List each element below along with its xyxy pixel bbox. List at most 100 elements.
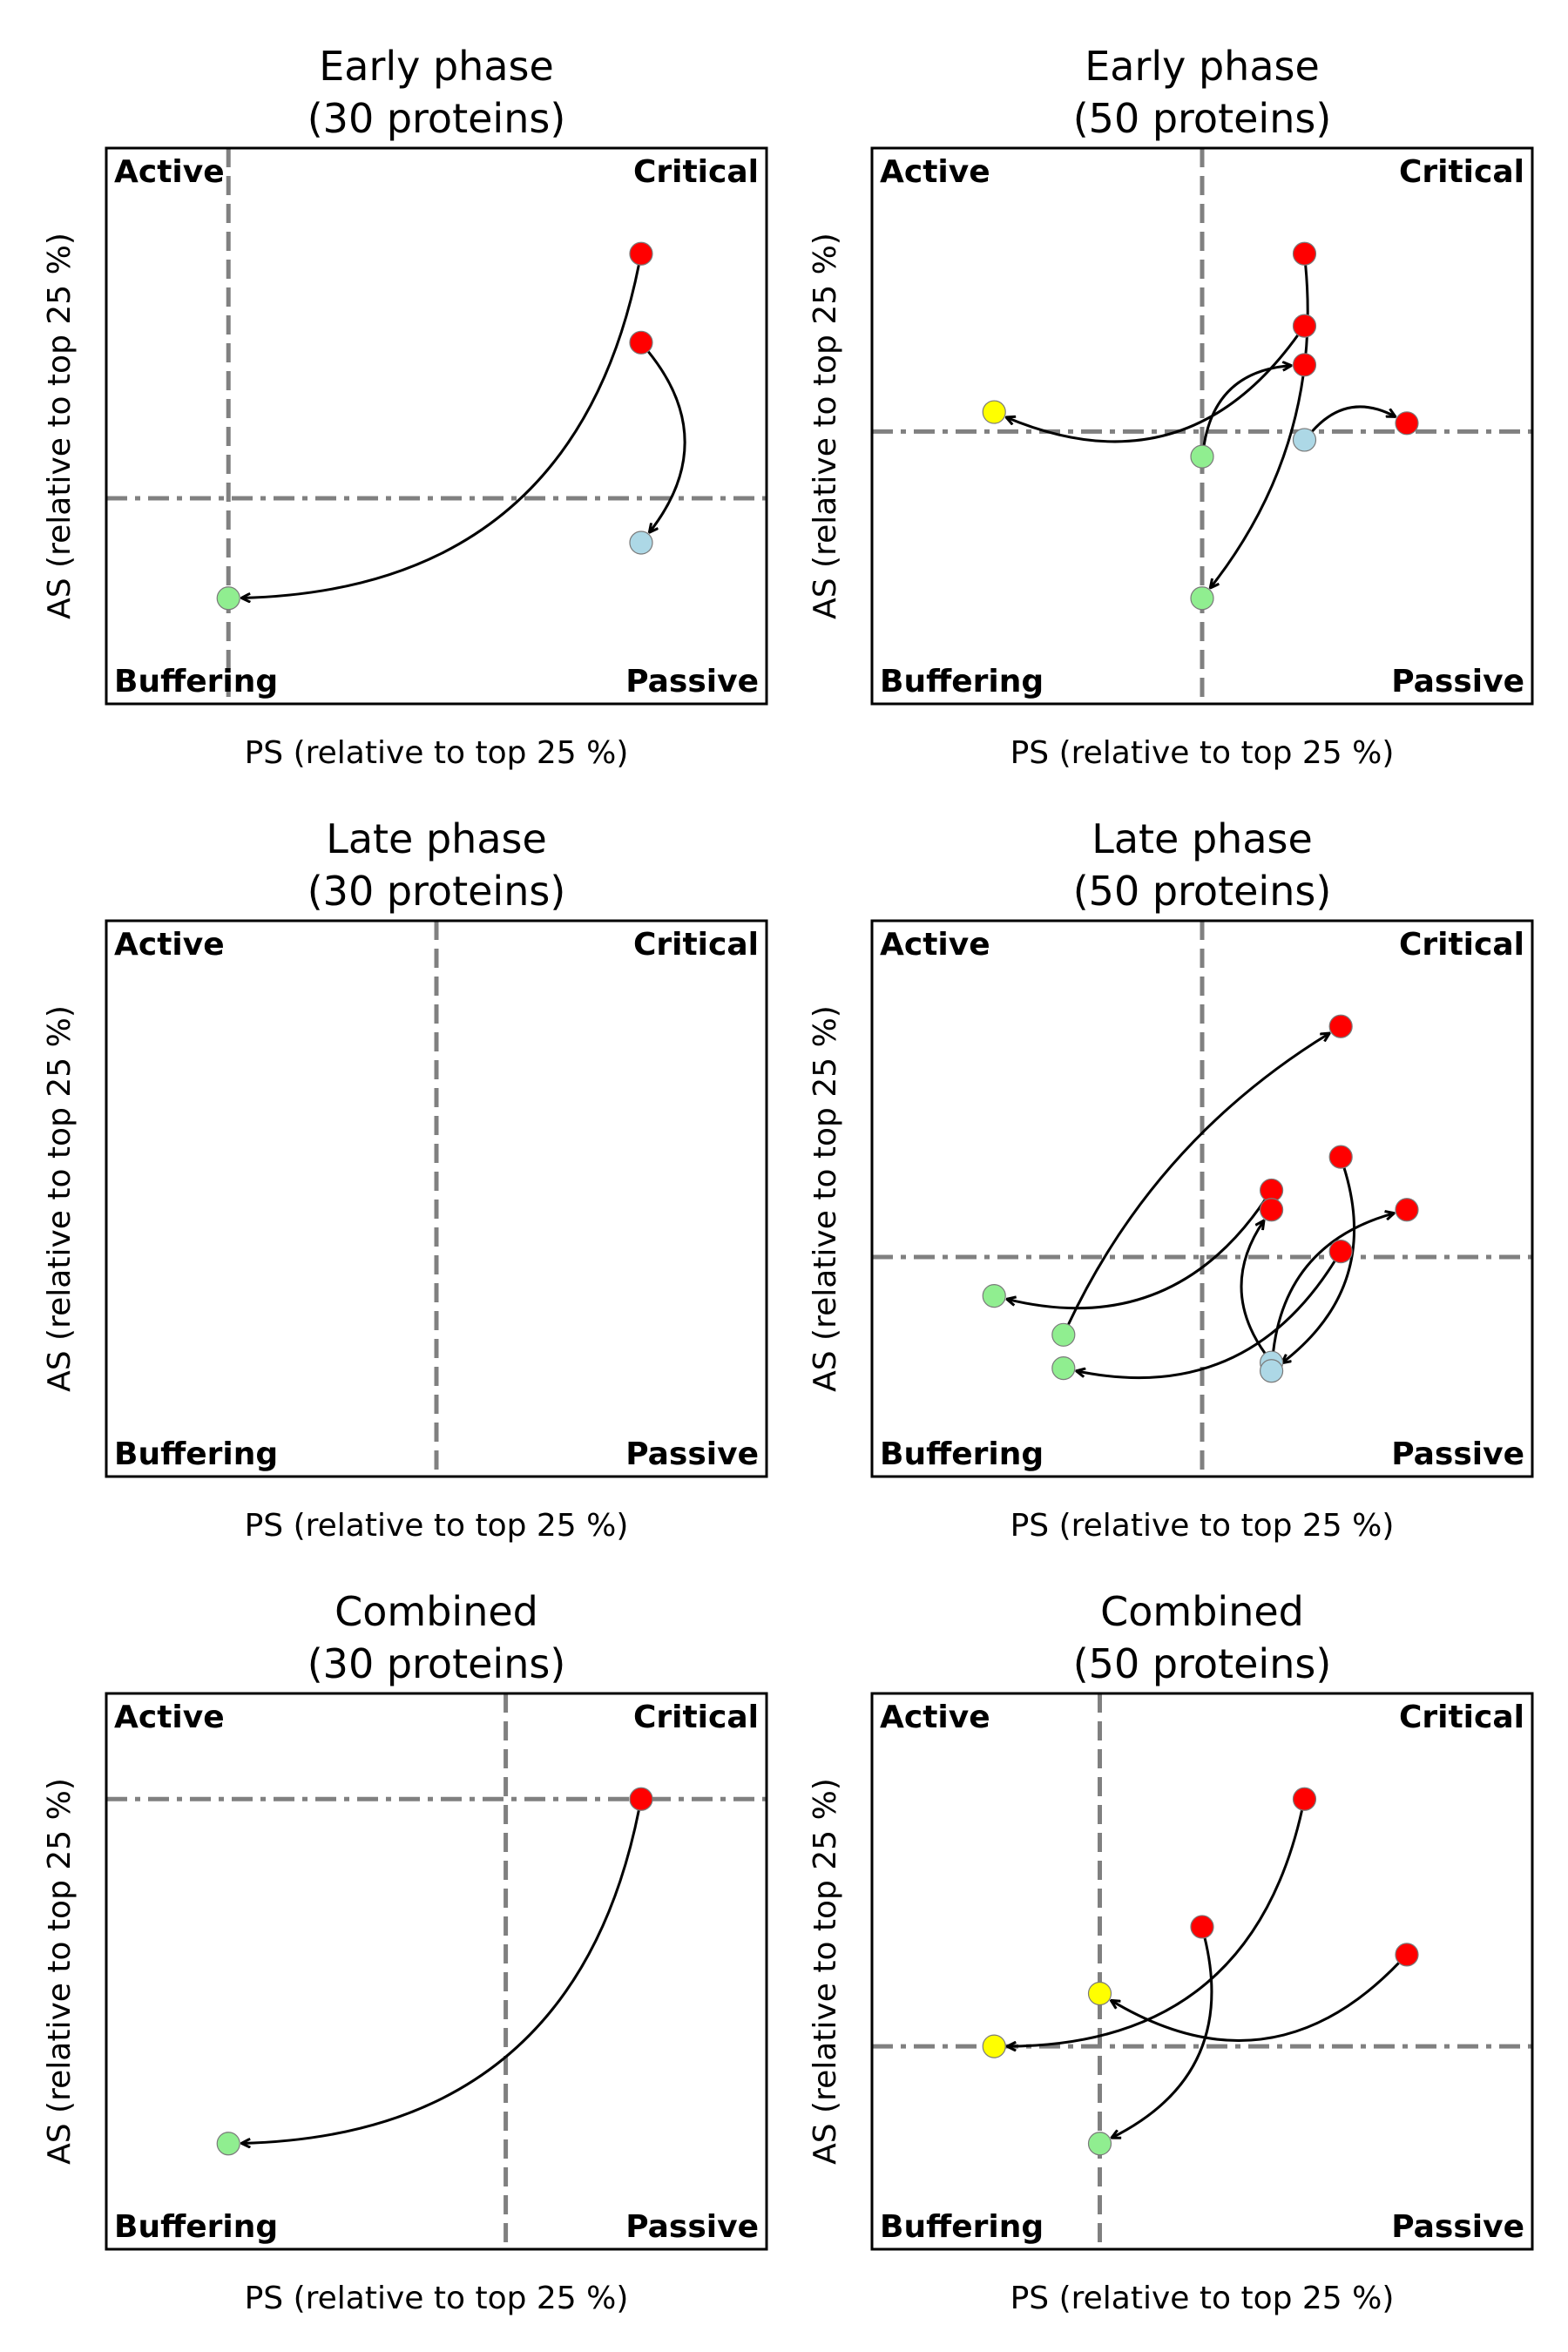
transition-arrow <box>1240 1220 1267 1355</box>
quadrant-label-top-left: Active <box>114 1700 225 1735</box>
transition-arrow <box>1006 334 1300 443</box>
quadrant-label-bottom-left: Buffering <box>880 1436 1044 1472</box>
protein-point-red <box>1292 314 1317 338</box>
chart-panel-5: Combined (30 proteins) Active Critical Buffe… <box>42 1588 768 2316</box>
transition-arrow <box>1112 1936 1213 2139</box>
protein-point-green <box>1190 444 1214 469</box>
quadrant-label-top-right: Critical <box>633 1700 759 1735</box>
protein-point-red <box>1395 1943 1419 1967</box>
protein-point-green <box>1051 1322 1076 1347</box>
protein-point-green <box>1190 586 1214 611</box>
transition-arrow <box>1066 1033 1329 1327</box>
quadrant-label-top-right: Critical <box>633 927 759 963</box>
protein-point-yellow <box>982 2034 1006 2058</box>
chart-title-line: Combined <box>335 1588 538 1635</box>
protein-point-red <box>1292 353 1317 377</box>
quadrant-label-bottom-right: Passive <box>625 2209 759 2245</box>
quadrant-label-top-right: Critical <box>1399 1700 1524 1735</box>
transition-arrow <box>1282 1166 1355 1363</box>
plot-frame <box>870 146 1534 706</box>
transition-arrow <box>1076 1259 1337 1380</box>
protein-point-red <box>1328 1014 1353 1038</box>
transition-arrow <box>241 1808 641 2143</box>
transition-arrow <box>1310 405 1396 434</box>
transition-arrow <box>646 349 686 533</box>
transition-arrow <box>1007 1198 1267 1310</box>
plot-frame <box>870 1692 1534 2251</box>
protein-point-red <box>1395 1198 1419 1222</box>
plot-frame <box>105 146 768 706</box>
quadrant-label-top-left: Active <box>114 927 225 963</box>
transition-arrow <box>1111 1961 1401 2042</box>
transition-arrow <box>1271 1213 1395 1361</box>
chart-panel-1: Early phase (30 proteins) Active Critical Bu… <box>42 43 768 771</box>
quadrant-label-bottom-left: Buffering <box>114 2209 278 2245</box>
quadrant-label-bottom-left: Buffering <box>880 664 1044 700</box>
chart-title-line: Late phase <box>1092 815 1313 862</box>
plot-frame <box>105 919 768 1478</box>
quadrant-label-top-left: Active <box>114 154 225 190</box>
x-axis-label: PS (relative to top 25 %) <box>245 735 629 771</box>
chart-title-line: Early phase <box>1085 43 1320 90</box>
plot-frame <box>105 1692 768 2251</box>
y-axis-label: AS (relative to top 25 %) <box>808 1778 843 2165</box>
quadrant-label-bottom-right: Passive <box>1391 2209 1524 2245</box>
plot-frame <box>870 919 1534 1478</box>
quadrant-label-bottom-right: Passive <box>1391 1436 1524 1472</box>
chart-title-line: Combined <box>1100 1588 1304 1635</box>
protein-point-green <box>216 586 240 611</box>
protein-point-green <box>1051 1355 1076 1381</box>
quadrant-label-bottom-left: Buffering <box>114 1436 278 1472</box>
x-axis-label: PS (relative to top 25 %) <box>1010 735 1395 771</box>
x-axis-label: PS (relative to top 25 %) <box>245 2281 629 2316</box>
protein-point-red <box>1328 1240 1353 1264</box>
chart-title-line: (30 proteins) <box>308 95 566 142</box>
quadrant-label-top-right: Critical <box>633 154 759 190</box>
transition-arrow <box>241 263 641 598</box>
quadrant-label-bottom-right: Passive <box>625 1436 759 1472</box>
protein-point-red <box>629 330 653 355</box>
protein-point-lightblue <box>1292 428 1317 452</box>
protein-point-yellow <box>1087 1981 1112 2006</box>
chart-panel-6: Combined (50 proteins) Active Critical Buffe… <box>808 1588 1534 2316</box>
chart-panel-2: Early phase (50 proteins) Active Critical Bu… <box>808 43 1534 771</box>
protein-point-yellow <box>982 400 1006 424</box>
transition-arrow <box>1202 366 1292 447</box>
chart-title-line: (50 proteins) <box>1073 95 1332 142</box>
quadrant-label-top-left: Active <box>880 1700 990 1735</box>
chart-title-line: Late phase <box>326 815 547 862</box>
chart-title-line: (50 proteins) <box>1073 868 1332 915</box>
transition-arrow <box>1007 1808 1304 2046</box>
chart-title-line: (30 proteins) <box>308 868 566 915</box>
x-axis-label: PS (relative to top 25 %) <box>245 1508 629 1544</box>
protein-point-lightblue <box>629 531 653 555</box>
protein-point-red <box>1292 241 1317 266</box>
quadrant-label-bottom-left: Buffering <box>880 2209 1044 2245</box>
protein-point-red <box>1328 1145 1353 1169</box>
protein-point-lightblue <box>1259 1359 1284 1383</box>
x-axis-label: PS (relative to top 25 %) <box>1010 1508 1395 1544</box>
quadrant-label-top-left: Active <box>880 927 990 963</box>
quadrant-label-top-right: Critical <box>1399 927 1524 963</box>
quadrant-label-bottom-right: Passive <box>625 664 759 700</box>
transition-arrow <box>1210 264 1309 588</box>
protein-point-red <box>1190 1915 1214 1939</box>
quadrant-label-bottom-right: Passive <box>1391 664 1524 700</box>
x-axis-label: PS (relative to top 25 %) <box>1010 2281 1395 2316</box>
protein-point-red <box>629 1787 653 1811</box>
protein-point-green <box>216 2132 240 2156</box>
chart-panel-4: Late phase (50 proteins) Active Critical Buf… <box>808 815 1534 1544</box>
protein-point-green <box>982 1284 1006 1308</box>
y-axis-label: AS (relative to top 25 %) <box>808 1005 843 1392</box>
quadrant-label-top-left: Active <box>880 154 990 190</box>
y-axis-label: AS (relative to top 25 %) <box>42 1005 78 1392</box>
protein-point-red <box>1395 411 1419 436</box>
quadrant-label-top-right: Critical <box>1399 154 1524 190</box>
y-axis-label: AS (relative to top 25 %) <box>42 1778 78 2165</box>
protein-point-red <box>1259 1198 1284 1222</box>
chart-title-line: (50 proteins) <box>1073 1640 1332 1687</box>
y-axis-label: AS (relative to top 25 %) <box>42 233 78 619</box>
protein-point-red <box>1292 1787 1317 1811</box>
protein-point-red <box>629 241 653 266</box>
